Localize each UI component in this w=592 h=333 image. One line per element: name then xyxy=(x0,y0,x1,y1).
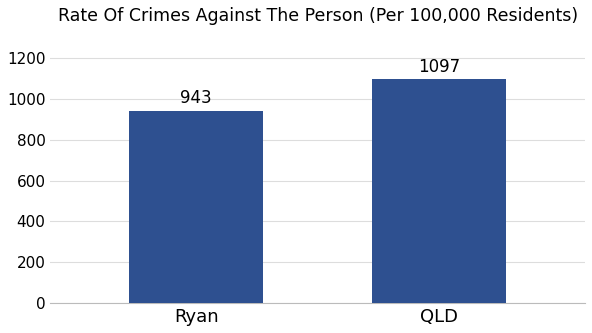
Title: Rate Of Crimes Against The Person (Per 100,000 Residents): Rate Of Crimes Against The Person (Per 1… xyxy=(57,7,578,25)
Bar xyxy=(372,79,506,303)
Text: 1097: 1097 xyxy=(418,58,460,76)
Text: 943: 943 xyxy=(181,90,212,108)
Bar xyxy=(129,111,263,303)
